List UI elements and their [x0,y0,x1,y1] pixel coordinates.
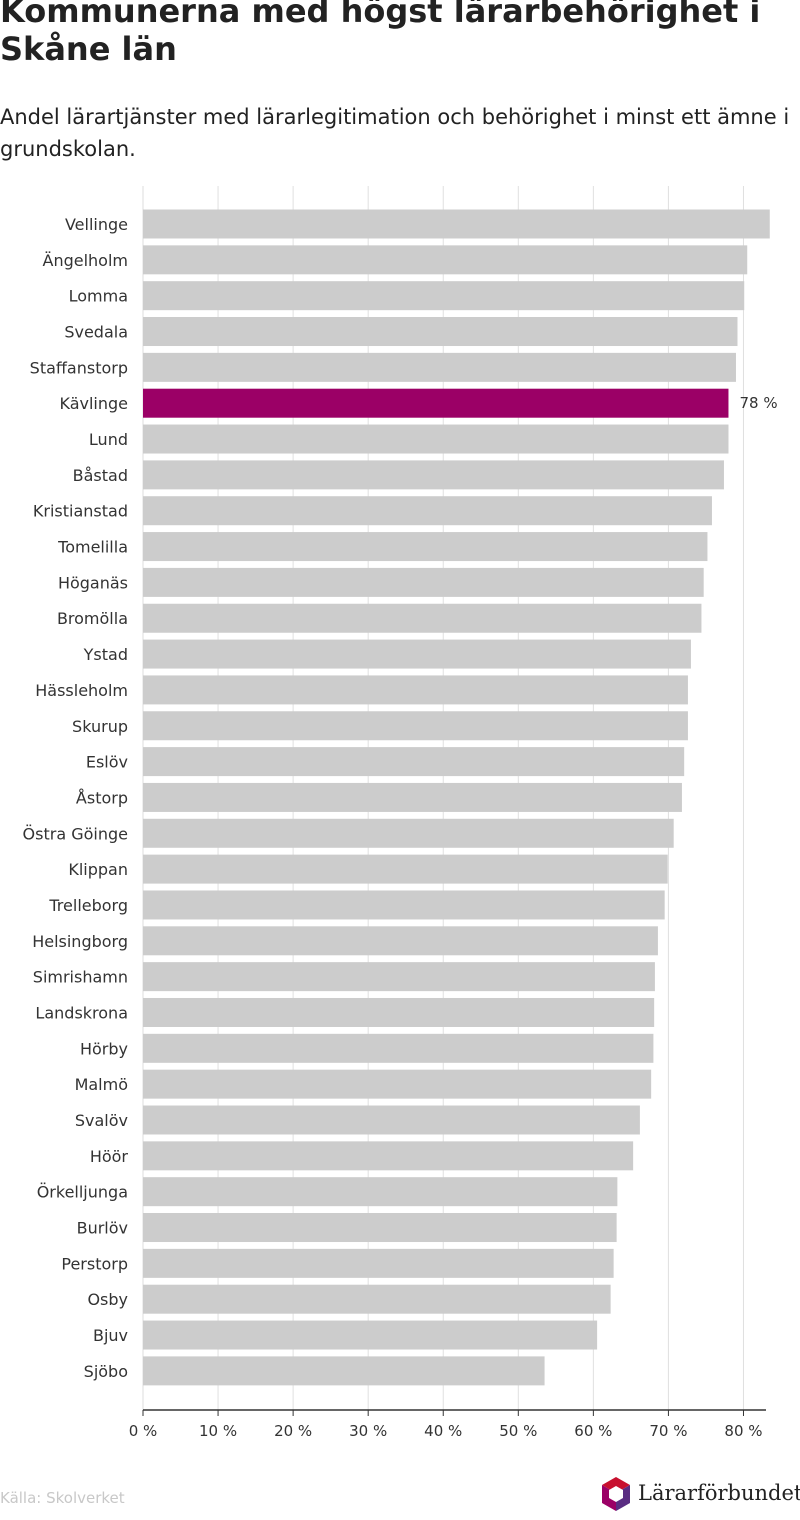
category-label: Trelleborg [48,896,128,915]
x-tick-label: 10 % [199,1422,237,1440]
category-label: Båstad [73,466,128,485]
category-label: Perstorp [61,1254,128,1273]
category-label: Örkelljunga [37,1183,128,1202]
bar [143,352,736,382]
category-label: Klippan [68,860,128,879]
bar [143,1105,640,1135]
bar [143,209,770,239]
bar [143,317,738,347]
bar [143,962,655,992]
category-label: Malmö [75,1075,128,1094]
bar [143,567,704,597]
x-axis: 0 % 10 % 20 % 30 % 40 % 50 % 60 % 70 % 80 % [129,1409,766,1440]
bar-highlighted [143,388,729,418]
bar [143,281,745,311]
x-tick-label: 80 % [724,1422,762,1440]
category-label: Sjöbo [84,1362,128,1381]
bar [143,1284,611,1314]
category-label: Svalöv [75,1111,128,1130]
bar [143,603,702,633]
chart-subtitle: Andel lärartjänster med lärarlegitimatio… [0,105,790,161]
category-label: Ängelholm [43,251,129,270]
source-note: Källa: Skolverket [0,1489,125,1507]
category-label: Höganäs [58,573,128,592]
category-label: Bromölla [57,609,128,628]
bar [143,1320,598,1350]
x-tick-label: 60 % [574,1422,612,1440]
bar [143,1069,652,1099]
bar [143,532,708,562]
x-tick-label: 30 % [349,1422,387,1440]
category-label: Östra Göinge [23,824,128,843]
bar [143,1213,617,1243]
category-label: Tomelilla [57,538,128,557]
bar [143,1033,654,1063]
bar [143,1248,614,1278]
bar [143,496,712,526]
x-tick-label: 70 % [649,1422,687,1440]
category-label: Lund [89,430,128,449]
bar [143,818,674,848]
bar [143,675,688,705]
x-tick-label: 50 % [499,1422,537,1440]
data-label: 78 % [739,394,777,412]
category-label: Svedala [64,323,128,342]
bar [143,747,685,777]
logo-wordmark: Lärarförbundet [638,1481,800,1505]
category-label: Åstorp [76,788,128,807]
category-label: Bjuv [93,1326,128,1345]
bar [143,997,655,1027]
chart-title: Kommunerna med högst lärarbehörighet i S… [0,0,761,68]
category-label: Burlöv [77,1219,128,1238]
bar [143,424,729,454]
category-label: Höör [90,1147,129,1166]
bars [143,209,770,1386]
bar [143,1356,545,1386]
category-labels: Vellinge Ängelholm Lomma Svedala Staffanstor… [23,215,778,1381]
bar [143,926,658,956]
bar [143,711,688,741]
category-label: Lomma [69,287,128,306]
category-label: Eslöv [86,753,128,772]
bar [143,890,665,920]
x-tick-label: 0 % [129,1422,158,1440]
category-label: Skurup [72,717,128,736]
category-label: Landskrona [35,1003,128,1022]
category-label: Kristianstad [33,502,128,521]
category-label: Hässleholm [35,681,128,700]
bar [143,1177,618,1207]
bar [143,245,748,275]
category-label: Ystad [83,645,128,664]
category-label: Simrishamn [33,968,128,987]
category-label: Kävlinge [59,394,128,413]
x-tick-label: 40 % [424,1422,462,1440]
bar [143,854,668,884]
bar [143,782,682,812]
category-label: Vellinge [65,215,128,234]
bar [143,1141,634,1171]
bar [143,460,724,490]
x-tick-label: 20 % [274,1422,312,1440]
category-label: Hörby [80,1039,128,1058]
bar-chart: Vellinge Ängelholm Lomma Svedala Staffanstor… [23,186,778,1440]
category-label: Staffanstorp [30,358,128,377]
bar [143,639,691,669]
category-label: Osby [87,1290,128,1309]
category-label: Helsingborg [32,932,128,951]
lararforbundet-logo-icon [602,1477,630,1511]
